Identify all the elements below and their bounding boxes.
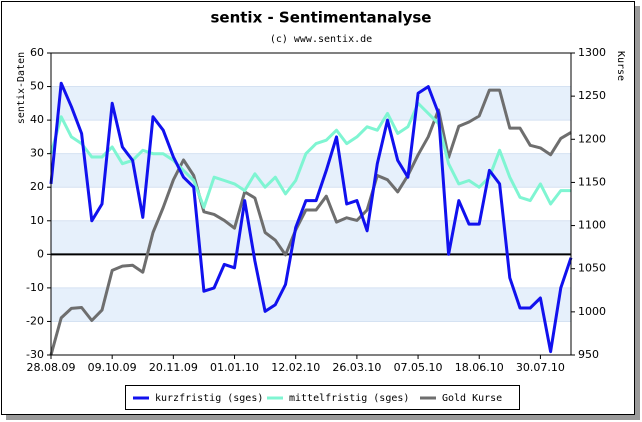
- y2-tick-label: 1050: [578, 262, 606, 275]
- y2-tick-label: 1300: [578, 46, 606, 59]
- y-tick-label: -30: [26, 348, 44, 361]
- y-tick-label: 20: [30, 180, 44, 193]
- chart-subtitle: (c) www.sentix.de: [270, 34, 372, 45]
- x-tick-label: 28.08.09: [27, 361, 76, 374]
- y-tick-label: -20: [26, 314, 44, 327]
- legend-box: [125, 385, 520, 410]
- x-tick-label: 09.10.09: [88, 361, 137, 374]
- series-line: [49, 88, 572, 356]
- x-tick-label: 20.11.09: [149, 361, 198, 374]
- y2-tick-label: 1250: [578, 89, 606, 102]
- x-tick-label: 01.01.10: [210, 361, 259, 374]
- legend-label: Gold Kurse: [442, 393, 502, 404]
- grid-band: [51, 287, 571, 322]
- grid-band: [51, 220, 571, 255]
- y2-tick-label: 1200: [578, 132, 606, 145]
- y2-tick-label: 1150: [578, 175, 606, 188]
- series-line: [49, 81, 573, 354]
- plot-area: [49, 52, 573, 356]
- y2-tick-label: 1000: [578, 305, 606, 318]
- chart-title: sentix - Sentimentanalyse: [210, 9, 431, 27]
- y2-tick-label: 950: [578, 348, 599, 361]
- x-tick-label: 12.02.10: [271, 361, 320, 374]
- y-tick-label: 30: [30, 147, 44, 160]
- y-tick-label: -10: [26, 281, 44, 294]
- legend-label: mittelfristig (sges): [289, 393, 409, 404]
- x-tick-label: 30.07.10: [516, 361, 565, 374]
- y2-tick-label: 1100: [578, 219, 606, 232]
- y-tick-label: 60: [30, 46, 44, 59]
- y-tick-label: 0: [37, 247, 44, 260]
- y-tick-label: 10: [30, 214, 44, 227]
- legend-label: kurzfristig (sges): [155, 393, 263, 404]
- y2-axis-label: Kurse: [615, 51, 626, 81]
- x-tick-label: 07.05.10: [394, 361, 443, 374]
- y-tick-label: 50: [30, 80, 44, 93]
- y-tick-label: 40: [30, 113, 44, 126]
- y-axis-label: sentix-Daten: [16, 52, 27, 124]
- x-tick-label: 26.03.10: [332, 361, 381, 374]
- plot-border: [50, 52, 572, 356]
- x-tick-label: 18.06.10: [455, 361, 504, 374]
- series-line: [49, 101, 571, 209]
